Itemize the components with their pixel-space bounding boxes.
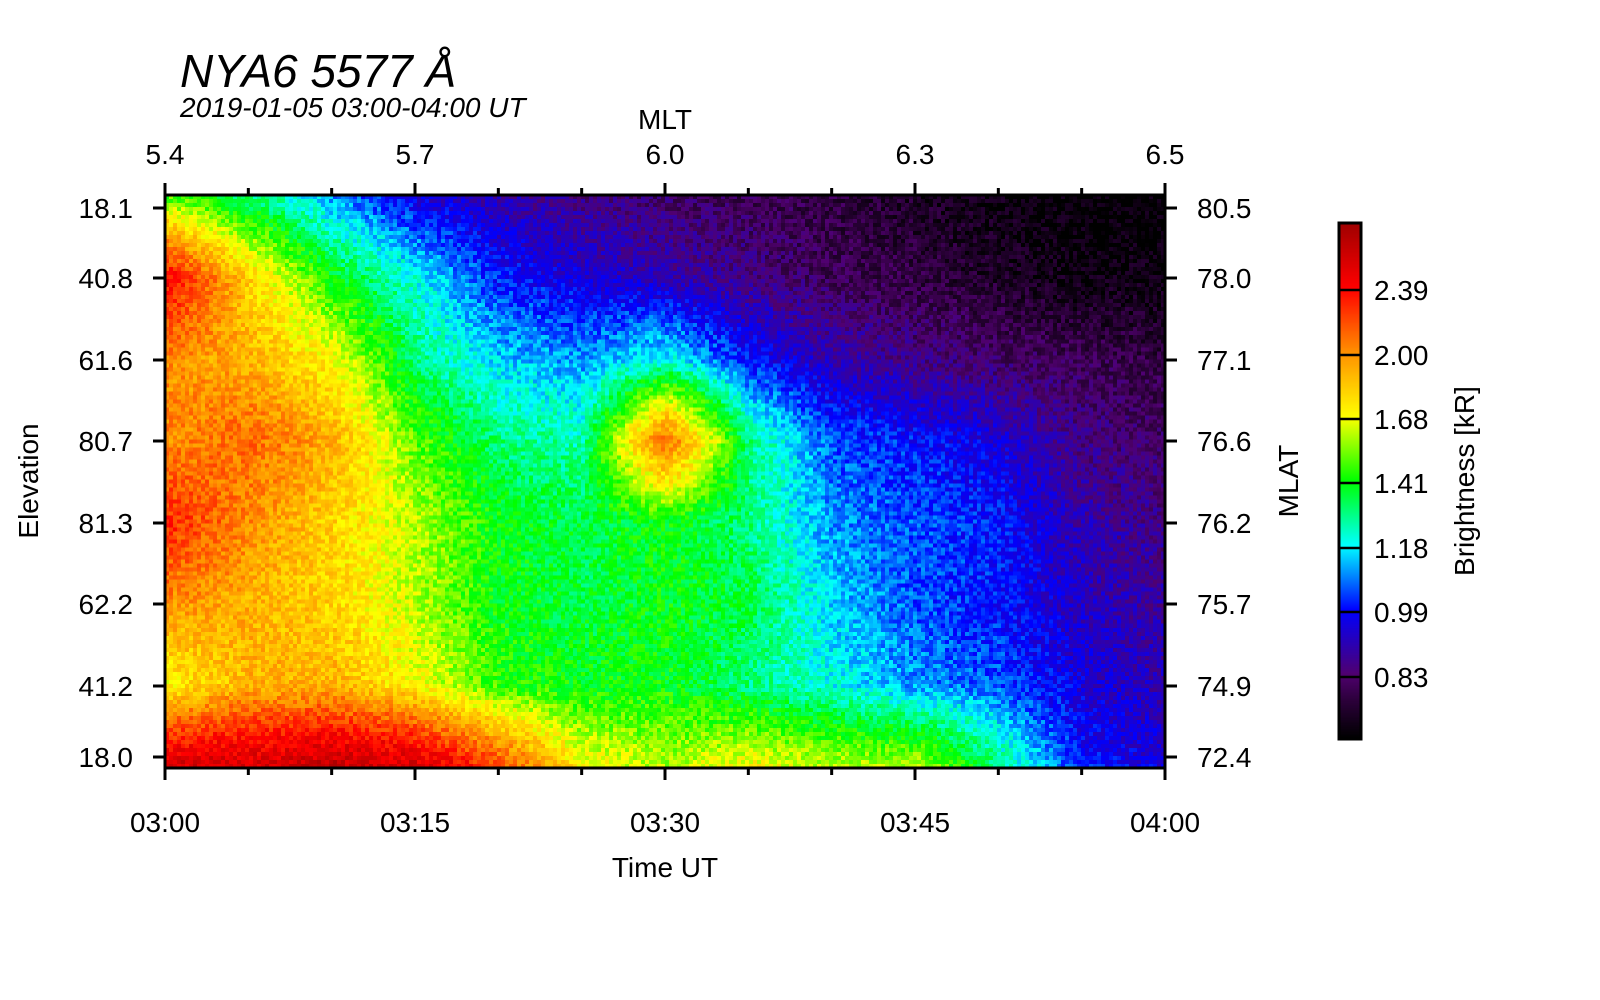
- top-x-tick-label: 6.3: [896, 139, 935, 170]
- y-tick-label: 18.1: [79, 193, 134, 224]
- right-y-tick-label: 80.5: [1197, 193, 1252, 224]
- x-tick-label: 03:15: [380, 807, 450, 838]
- x-tick-label: 03:45: [880, 807, 950, 838]
- top-x-tick-label: 6.5: [1146, 139, 1185, 170]
- colorbar-tick-label: 2.39: [1374, 275, 1429, 306]
- y-axis-label: Elevation: [13, 423, 44, 538]
- top-x-tick-label: 6.0: [646, 139, 685, 170]
- colorbar-frame: [1337, 221, 1363, 741]
- right-y-tick-label: 74.9: [1197, 671, 1252, 702]
- colorbar-gradient: [1339, 223, 1361, 739]
- x-tick-label: 04:00: [1130, 807, 1200, 838]
- x-tick-label: 03:30: [630, 807, 700, 838]
- top-x-tick-label: 5.7: [396, 139, 435, 170]
- y-tick-label: 62.2: [79, 589, 134, 620]
- y-tick-label: 40.8: [79, 263, 134, 294]
- y-tick-label: 18.0: [79, 742, 134, 773]
- top-x-tick-label: 5.4: [146, 139, 185, 170]
- y-tick-label: 41.2: [79, 671, 134, 702]
- chart-subtitle: 2019-01-05 03:00-04:00 UT: [180, 92, 526, 123]
- top-x-axis-label: MLT: [638, 104, 692, 135]
- right-y-tick-label: 75.7: [1197, 589, 1252, 620]
- right-y-tick-label: 78.0: [1197, 263, 1252, 294]
- right-y-tick-label: 76.6: [1197, 426, 1252, 457]
- x-tick-label: 03:00: [130, 807, 200, 838]
- y-tick-label: 61.6: [79, 345, 134, 376]
- x-axis-label: Time UT: [612, 852, 718, 883]
- colorbar-tick-label: 1.68: [1374, 404, 1429, 435]
- colorbar-tick-label: 1.18: [1374, 533, 1429, 564]
- colorbar-tick-label: 2.00: [1374, 340, 1429, 371]
- keogram-heatmap: [165, 195, 1165, 768]
- colorbar-tick-label: 0.83: [1374, 662, 1429, 693]
- colorbar-tick-label: 1.41: [1374, 468, 1429, 499]
- colorbar-tick-label: 0.99: [1374, 597, 1429, 628]
- colorbar-label: Brightness [kR]: [1449, 386, 1480, 576]
- right-y-tick-label: 72.4: [1197, 742, 1252, 773]
- right-y-tick-label: 77.1: [1197, 345, 1252, 376]
- y-tick-label: 81.3: [79, 508, 134, 539]
- chart-title: NYA6 5577 Å: [180, 45, 457, 97]
- y-tick-label: 80.7: [79, 426, 134, 457]
- right-y-tick-label: 76.2: [1197, 508, 1252, 539]
- right-y-axis-label: MLAT: [1273, 445, 1304, 518]
